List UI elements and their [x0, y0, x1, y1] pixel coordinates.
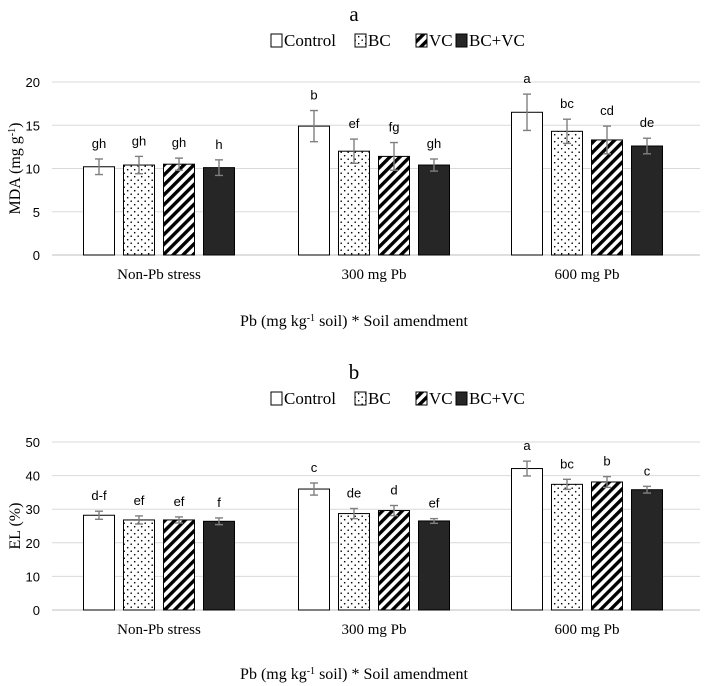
y-tick-label: 40 — [26, 469, 40, 484]
significance-letter: gh — [92, 136, 106, 151]
legend-swatch-bc — [354, 33, 367, 48]
significance-letter: de — [640, 115, 654, 130]
y-tick-label: 10 — [26, 162, 40, 177]
y-tick-label: 10 — [26, 569, 40, 584]
legend-label: VC — [429, 31, 453, 50]
legend-label: VC — [429, 389, 453, 408]
y-axis-title: EL (%) — [7, 503, 24, 550]
significance-letter: cd — [600, 103, 614, 118]
bar — [551, 483, 583, 611]
legend-label: Control — [284, 31, 336, 50]
x-category-label: Non-Pb stress — [117, 622, 201, 638]
bar — [418, 164, 450, 256]
significance-letter: c — [644, 463, 651, 478]
significance-letter: ef — [174, 494, 185, 509]
x-category-label: 300 mg Pb — [341, 267, 406, 283]
legend-label: BC+VC — [469, 31, 525, 50]
bar — [631, 489, 663, 611]
bar — [123, 164, 155, 256]
significance-letter: ef — [134, 493, 145, 508]
y-tick-label: 20 — [26, 75, 40, 90]
bar — [378, 155, 410, 256]
panel-label: a — [349, 2, 359, 26]
bar — [511, 111, 543, 256]
significance-letter: f — [217, 495, 221, 510]
bar — [163, 163, 195, 256]
legend-swatch-bc — [354, 391, 367, 406]
significance-letter: gh — [132, 133, 146, 148]
significance-letter: gh — [427, 136, 441, 151]
bar — [163, 519, 195, 611]
bar — [203, 520, 235, 611]
significance-letter: ef — [429, 496, 440, 511]
bar — [83, 166, 115, 256]
bar — [591, 481, 623, 611]
y-tick-label: 0 — [33, 603, 40, 618]
legend-swatch-vc — [415, 391, 428, 406]
bar — [298, 488, 330, 611]
significance-letter: b — [310, 88, 317, 103]
y-tick-label: 50 — [26, 435, 40, 450]
legend-label: BC — [368, 389, 391, 408]
legend-swatch-control — [270, 33, 283, 48]
significance-letter: c — [311, 460, 318, 475]
significance-letter: bc — [560, 456, 574, 471]
y-tick-label: 15 — [26, 118, 40, 133]
bar — [338, 513, 370, 611]
significance-letter: b — [603, 454, 610, 469]
bar — [418, 520, 450, 611]
bar — [203, 167, 235, 256]
legend-swatch-control — [270, 391, 283, 406]
x-category-label: Non-Pb stress — [117, 267, 201, 283]
chart-panel-b: b Control BC VC BC+VC 0 10 20 30 40 50 d-f ef ef f Non-… — [7, 360, 700, 683]
bar — [338, 150, 370, 256]
bar — [378, 510, 410, 611]
significance-letter: h — [215, 137, 222, 152]
significance-letter: d-f — [91, 488, 107, 503]
significance-letter: de — [347, 486, 361, 501]
legend-label: BC — [368, 31, 391, 50]
x-axis-title: Pb (mg kg-1 soil) * Soil amendment — [240, 666, 468, 684]
bar — [631, 145, 663, 256]
significance-letter: fg — [389, 120, 400, 135]
bar — [551, 130, 583, 256]
panel-label: b — [349, 360, 360, 384]
y-axis-title: MDA (mg g-1) — [7, 123, 25, 215]
legend-swatch-vc — [415, 33, 428, 48]
significance-letter: a — [523, 71, 531, 86]
x-category-label: 600 mg Pb — [554, 267, 619, 283]
bar — [83, 514, 115, 611]
significance-letter: a — [523, 438, 531, 453]
significance-letter: bc — [560, 96, 574, 111]
y-tick-label: 5 — [33, 205, 40, 220]
bar — [591, 139, 623, 256]
x-category-label: 600 mg Pb — [554, 622, 619, 638]
significance-letter: ef — [349, 116, 360, 131]
significance-letter: gh — [172, 135, 186, 150]
bar — [123, 519, 155, 611]
significance-letter: d — [390, 483, 397, 498]
bar — [511, 468, 543, 611]
y-tick-label: 0 — [33, 248, 40, 263]
y-tick-label: 30 — [26, 502, 40, 517]
legend-label: BC+VC — [469, 389, 525, 408]
bar — [298, 125, 330, 256]
legend-swatch-bc-vc — [455, 391, 468, 406]
x-axis-title: Pb (mg kg-1 soil) * Soil amendment — [240, 313, 468, 331]
x-category-label: 300 mg Pb — [341, 622, 406, 638]
legend-label: Control — [284, 389, 336, 408]
legend-swatch-bc-vc — [455, 33, 468, 48]
chart-panel-a: a Control BC VC BC+VC 0 5 10 15 20 gh gh gh h Non-Pb s… — [7, 2, 700, 331]
y-tick-label: 20 — [26, 536, 40, 551]
